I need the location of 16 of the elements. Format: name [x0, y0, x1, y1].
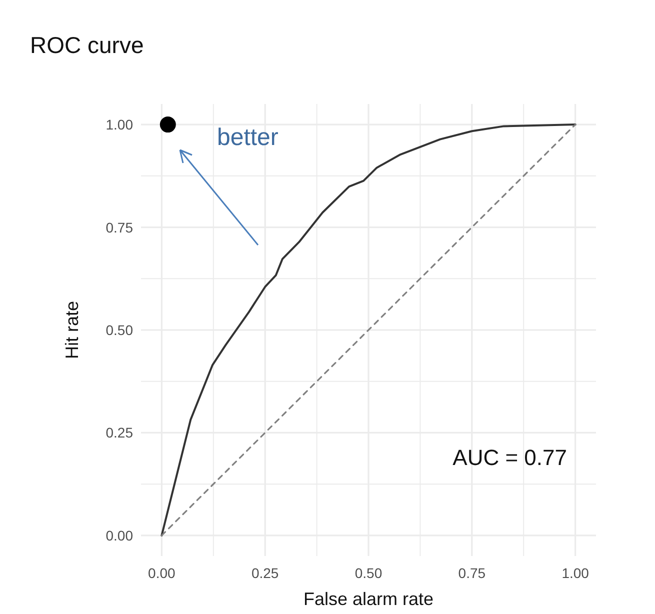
x-tick-label: 1.00 [562, 565, 590, 581]
y-tick-label: 0.25 [106, 424, 134, 441]
line-series [160, 124, 576, 536]
y-axis-title: Hit rate [62, 300, 82, 360]
y-tick-label: 0.00 [106, 527, 134, 544]
x-tick-label: 0.50 [354, 565, 382, 581]
annotation: better [217, 124, 278, 151]
x-tick-label: 0.00 [148, 565, 176, 581]
x-tick-label: 0.25 [251, 565, 279, 581]
y-tick-label: 1.00 [106, 116, 134, 133]
y-tick-label: 0.75 [106, 219, 134, 236]
annotation: AUC = 0.77 [452, 445, 567, 470]
x-tick-label: 0.75 [458, 565, 486, 581]
chart-title: ROC curve [30, 32, 144, 58]
x-axis-title: False alarm rate [303, 589, 434, 609]
y-tick-label: 0.50 [106, 322, 134, 338]
